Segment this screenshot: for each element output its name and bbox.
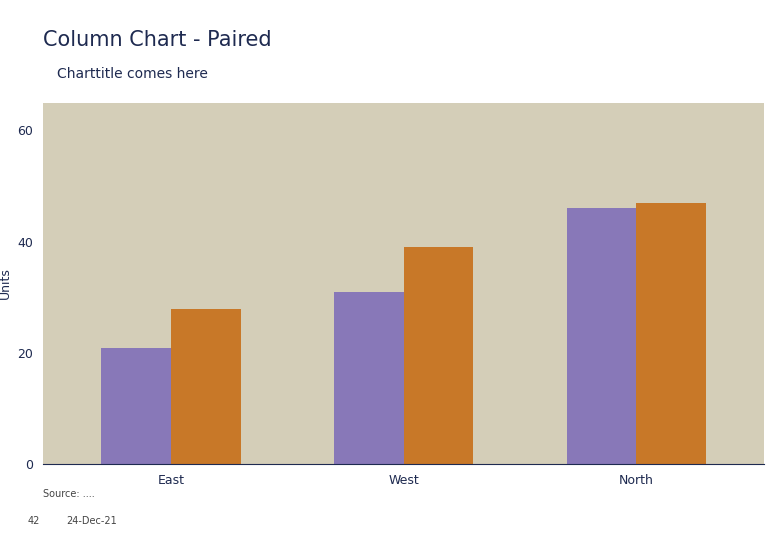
Text: Source: ....: Source: .... xyxy=(43,489,94,499)
Bar xyxy=(171,308,241,464)
Bar xyxy=(566,208,636,464)
Bar xyxy=(404,247,473,464)
Text: 42: 42 xyxy=(27,516,40,526)
Text: 24-Dec-21: 24-Dec-21 xyxy=(66,516,117,526)
Bar xyxy=(636,203,706,464)
Text: Column Chart - Paired: Column Chart - Paired xyxy=(43,30,271,50)
Bar xyxy=(101,348,171,464)
Text: Charttitle comes here: Charttitle comes here xyxy=(58,67,208,81)
Bar xyxy=(334,292,404,464)
Y-axis label: Units: Units xyxy=(0,267,12,300)
